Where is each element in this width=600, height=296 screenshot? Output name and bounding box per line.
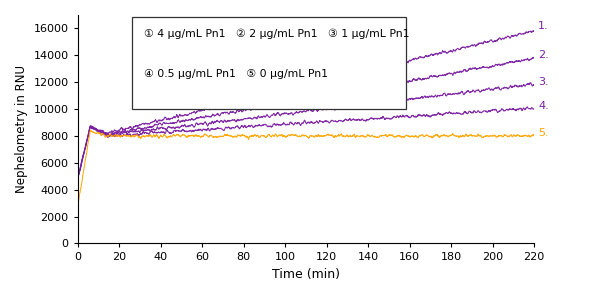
Text: 2.: 2. xyxy=(538,50,549,60)
X-axis label: Time (min): Time (min) xyxy=(272,268,340,281)
FancyBboxPatch shape xyxy=(133,17,406,109)
Y-axis label: Nephelometry in RNU: Nephelometry in RNU xyxy=(15,65,28,193)
Text: 3.: 3. xyxy=(538,77,549,87)
Text: 5.: 5. xyxy=(538,128,549,138)
Text: 4.: 4. xyxy=(538,101,549,111)
Text: 1.: 1. xyxy=(538,21,549,31)
Text: ① 4 μg/mL Pn1   ② 2 μg/mL Pn1   ③ 1 μg/mL Pn1: ① 4 μg/mL Pn1 ② 2 μg/mL Pn1 ③ 1 μg/mL Pn… xyxy=(144,29,409,39)
Text: ④ 0.5 μg/mL Pn1   ⑤ 0 μg/mL Pn1: ④ 0.5 μg/mL Pn1 ⑤ 0 μg/mL Pn1 xyxy=(144,69,328,79)
